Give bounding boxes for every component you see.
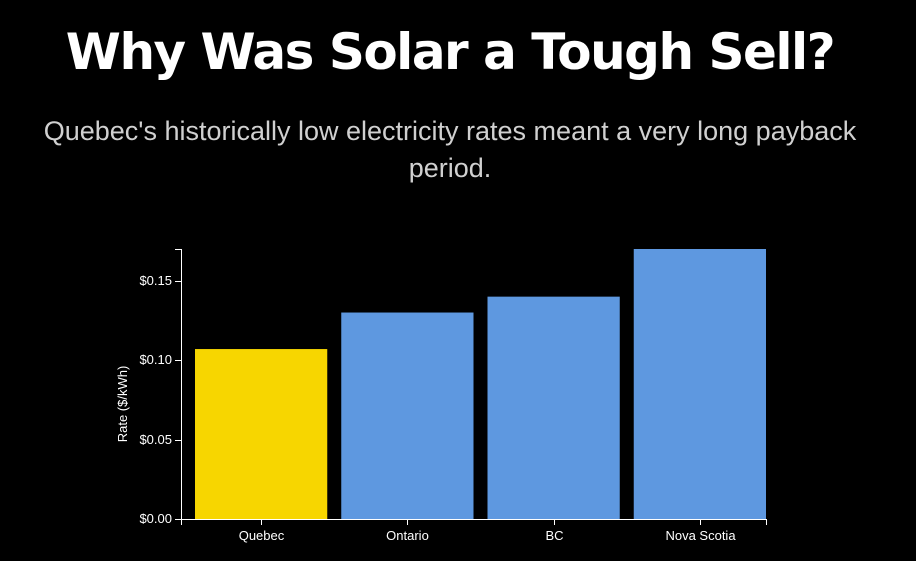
y-axis-line bbox=[175, 249, 182, 520]
y-tick-label: $0.05 bbox=[139, 432, 172, 447]
y-axis-title: Rate ($/kWh) bbox=[115, 366, 130, 443]
page-subtitle: Quebec's historically low electricity ra… bbox=[43, 116, 857, 183]
bar-ontario bbox=[341, 312, 474, 519]
y-tick-label: $0.10 bbox=[139, 352, 172, 367]
y-tick-label: $0.15 bbox=[139, 273, 172, 288]
x-tick-label: BC bbox=[545, 528, 563, 543]
x-axis-line bbox=[181, 519, 767, 525]
bar-quebec bbox=[195, 349, 328, 519]
x-tick-label: Nova Scotia bbox=[665, 528, 736, 543]
bar-nova-scotia bbox=[633, 249, 766, 519]
y-tick-label: $0.00 bbox=[139, 511, 172, 526]
x-tick-label: Ontario bbox=[386, 528, 429, 543]
page-title: Why Was Solar a Tough Sell? bbox=[65, 23, 836, 81]
bar-bc bbox=[487, 296, 620, 519]
x-tick-label: Quebec bbox=[239, 528, 285, 543]
